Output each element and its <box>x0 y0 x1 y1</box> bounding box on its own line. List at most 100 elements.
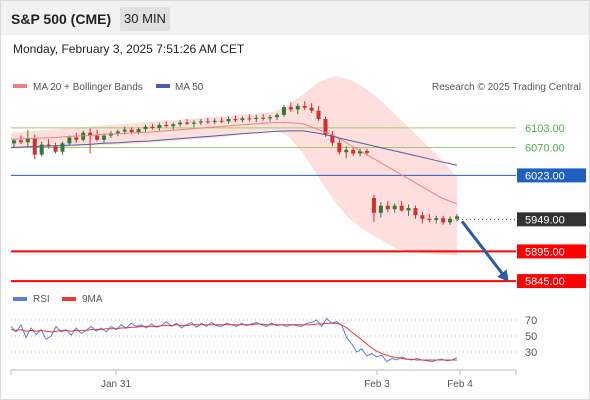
candle-body-23 <box>171 124 176 127</box>
candle-body-27 <box>198 121 203 123</box>
level-label-0: 6103.00 <box>525 123 565 135</box>
rsi-tick-label-0: 70 <box>525 315 537 327</box>
time-tick-label-2: Feb 4 <box>447 379 473 390</box>
rsi-ma-legend-swatch <box>62 297 76 301</box>
candle-body-13 <box>101 135 106 140</box>
arrow-head <box>497 269 509 282</box>
credit-text: Research © 2025 Trading Central <box>432 82 581 93</box>
candle-body-0 <box>12 140 16 144</box>
candle-body-47 <box>337 142 342 153</box>
candle-body-52 <box>371 197 376 213</box>
candle-body-57 <box>406 208 411 211</box>
candle-body-21 <box>157 124 162 128</box>
candle-body-24 <box>178 122 183 125</box>
candle-body-9 <box>74 137 79 140</box>
rsi-legend-label: RSI <box>33 294 50 305</box>
timeframe-badge[interactable]: 30 MIN <box>120 7 170 31</box>
candle-body-45 <box>323 119 328 135</box>
candle-body-49 <box>351 149 356 154</box>
candle-body-29 <box>212 120 217 122</box>
legend-swatch-ma50 <box>156 84 170 88</box>
candle-body-5 <box>46 144 51 147</box>
time-tick-label-0: Jan 31 <box>101 379 131 390</box>
candle-body-2 <box>25 138 30 143</box>
level-tag-3 <box>517 212 586 227</box>
candle-body-17 <box>129 129 134 133</box>
candle-body-22 <box>164 124 169 127</box>
legend-item-ma20: MA 20 + Bollinger Bands <box>33 82 143 93</box>
rsi-tick-label-2: 30 <box>525 347 537 359</box>
forecast-arrow <box>460 220 509 282</box>
candle-body-26 <box>191 122 196 124</box>
legend-swatch-ma20 <box>13 84 27 88</box>
candle-body-15 <box>115 131 120 134</box>
candle-body-40 <box>288 107 293 110</box>
rsi-series-line-0 <box>10 317 458 363</box>
candle-body-7 <box>60 143 65 152</box>
candle-body-16 <box>122 129 127 132</box>
candle-body-60 <box>427 218 432 220</box>
candle-body-30 <box>219 120 224 122</box>
arrow-shaft <box>460 220 507 279</box>
candle-body-58 <box>413 208 418 216</box>
candle-body-55 <box>392 205 397 210</box>
candle-body-31 <box>226 119 231 122</box>
level-label-1: 6070.00 <box>525 143 565 155</box>
chart-header: S&P 500 (CME) 30 MIN <box>1 1 589 35</box>
candle-body-4 <box>39 144 44 155</box>
level-label-3: 5949.00 <box>525 214 565 226</box>
candle-body-54 <box>385 205 390 210</box>
candle-body-56 <box>399 205 404 211</box>
level-label-4: 5895.00 <box>525 246 565 258</box>
level-tag-5 <box>517 274 586 289</box>
level-labels: 6103.00 6070.00 6023.00 5949.00 5895.00 5845.… <box>517 123 586 289</box>
candle-body-42 <box>302 105 307 108</box>
rsi-panel: 70 50 30 <box>10 315 537 363</box>
candle-body-35 <box>254 117 259 119</box>
candle-body-48 <box>344 149 349 153</box>
candle-body-38 <box>275 114 280 118</box>
candle-body-53 <box>378 205 383 213</box>
candle-body-34 <box>247 118 252 120</box>
level-label-2: 6023.00 <box>525 170 565 182</box>
level-tag-2 <box>517 168 586 183</box>
candle-body-43 <box>309 107 314 111</box>
bollinger-bands <box>11 76 457 256</box>
rsi-series-line-1 <box>10 322 457 361</box>
candle-body-33 <box>240 118 245 121</box>
time-axis-ticks: Jan 31 Feb 3 Feb 4 <box>10 370 517 390</box>
candle-body-19 <box>143 126 148 130</box>
candle-body-8 <box>67 137 72 144</box>
rsi-legend-swatch <box>13 297 27 301</box>
candle-body-41 <box>295 105 300 110</box>
candle-body-32 <box>233 119 238 121</box>
candle-body-46 <box>330 134 335 143</box>
candle-body-11 <box>88 132 93 136</box>
rsi-tick-label-1: 50 <box>525 331 537 343</box>
candle-body-25 <box>185 122 190 124</box>
instrument-title: S&P 500 (CME) <box>11 11 112 27</box>
candle-body-44 <box>316 110 321 119</box>
candle-body-61 <box>434 218 439 220</box>
candle-body-50 <box>358 151 363 154</box>
candle-body-39 <box>281 107 286 115</box>
moving-averages <box>10 122 458 205</box>
candle-body-6 <box>53 146 58 152</box>
ma50-line <box>10 130 458 166</box>
level-tag-4 <box>517 244 586 259</box>
candle-body-59 <box>420 215 425 219</box>
candle-body-36 <box>261 117 266 119</box>
candle-body-28 <box>205 121 210 123</box>
legend-item-ma50: MA 50 <box>175 82 204 93</box>
price-levels <box>11 127 516 283</box>
bollinger-area <box>11 76 457 256</box>
candle-body-20 <box>150 126 155 128</box>
candle-body-64 <box>455 216 459 219</box>
rsi-ma-legend-label: 9MA <box>82 294 103 305</box>
candle-body-12 <box>95 135 100 140</box>
ma20-line <box>10 122 458 205</box>
candle-body-63 <box>448 218 453 223</box>
chart-datetime: Monday, February 3, 2025 7:51:26 AM CET <box>13 42 245 56</box>
